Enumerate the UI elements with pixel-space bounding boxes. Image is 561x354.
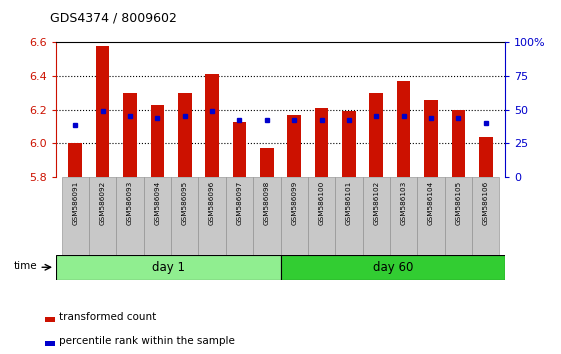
Bar — [390, 177, 417, 255]
Bar — [315, 108, 328, 177]
Bar — [452, 110, 465, 177]
Bar — [116, 177, 144, 255]
Bar — [335, 177, 362, 255]
Bar — [233, 121, 246, 177]
Bar — [424, 100, 438, 177]
Text: time: time — [14, 261, 38, 271]
Bar — [89, 177, 116, 255]
Bar — [123, 93, 137, 177]
Text: GSM586103: GSM586103 — [401, 181, 407, 225]
Text: GSM586102: GSM586102 — [373, 181, 379, 225]
Bar — [45, 341, 55, 346]
Bar — [253, 177, 280, 255]
Text: percentile rank within the sample: percentile rank within the sample — [59, 336, 234, 346]
Text: transformed count: transformed count — [59, 312, 156, 322]
Text: GSM586095: GSM586095 — [182, 181, 188, 225]
Text: GSM586100: GSM586100 — [319, 181, 325, 225]
Bar — [280, 255, 505, 280]
Text: GSM586099: GSM586099 — [291, 181, 297, 225]
Bar — [308, 177, 335, 255]
Text: GSM586096: GSM586096 — [209, 181, 215, 225]
Text: GSM586091: GSM586091 — [72, 181, 78, 225]
Bar — [362, 177, 390, 255]
Bar — [199, 177, 226, 255]
Text: GSM586105: GSM586105 — [456, 181, 461, 225]
Text: GDS4374 / 8009602: GDS4374 / 8009602 — [50, 12, 177, 25]
Bar — [205, 74, 219, 177]
Bar — [144, 177, 171, 255]
Bar — [171, 177, 199, 255]
Text: GSM586098: GSM586098 — [264, 181, 270, 225]
Bar — [96, 46, 109, 177]
Bar — [226, 177, 253, 255]
Bar — [472, 177, 499, 255]
Text: GSM586097: GSM586097 — [236, 181, 242, 225]
Bar — [397, 81, 411, 177]
Bar — [445, 177, 472, 255]
Text: day 1: day 1 — [152, 261, 185, 274]
Bar — [150, 105, 164, 177]
Text: GSM586101: GSM586101 — [346, 181, 352, 225]
Bar — [417, 177, 445, 255]
Bar — [370, 93, 383, 177]
Bar — [178, 93, 191, 177]
Text: GSM586093: GSM586093 — [127, 181, 133, 225]
Text: GSM586092: GSM586092 — [100, 181, 105, 225]
Text: GSM586106: GSM586106 — [483, 181, 489, 225]
Bar — [260, 148, 274, 177]
Bar — [342, 112, 356, 177]
Text: day 60: day 60 — [373, 261, 413, 274]
Bar — [68, 143, 82, 177]
Bar — [280, 177, 308, 255]
Bar — [56, 255, 280, 280]
Bar — [45, 317, 55, 322]
Text: GSM586104: GSM586104 — [428, 181, 434, 225]
Bar — [287, 115, 301, 177]
Bar — [479, 137, 493, 177]
Text: GSM586094: GSM586094 — [154, 181, 160, 225]
Bar — [62, 177, 89, 255]
